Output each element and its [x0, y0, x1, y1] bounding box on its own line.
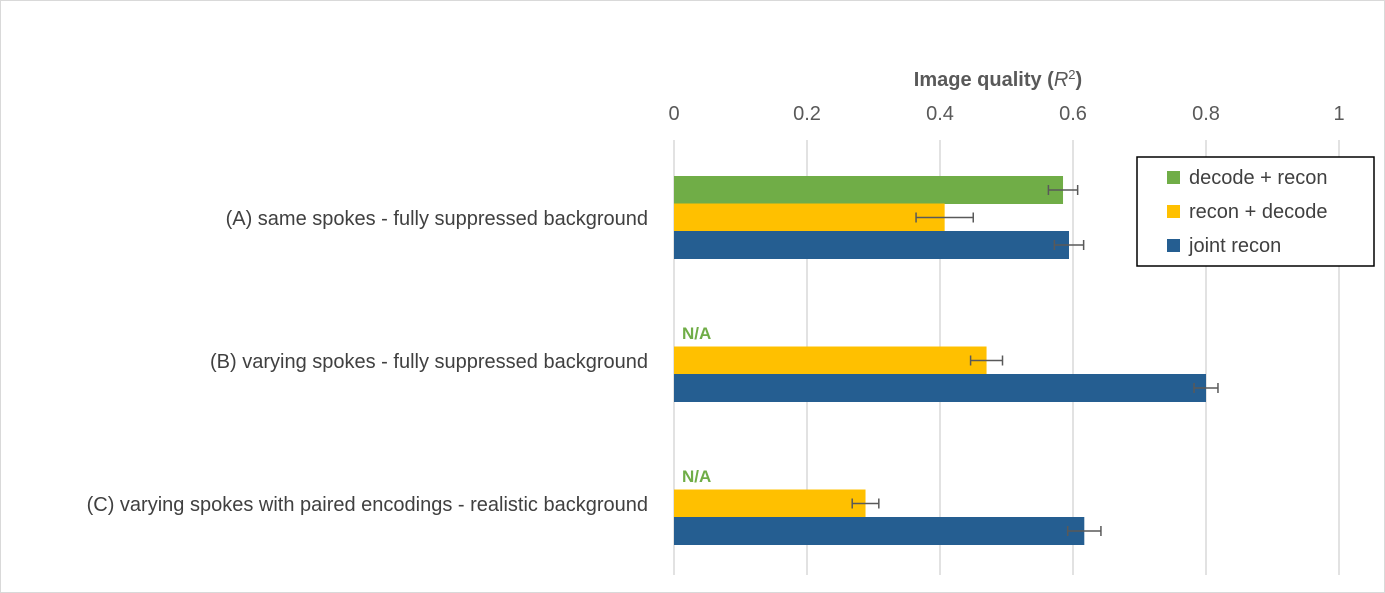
x-tick-label: 0.8: [1192, 103, 1220, 125]
bar: [674, 231, 1070, 259]
bar: [674, 176, 1064, 204]
legend-label: decode + recon: [1189, 167, 1327, 189]
category-label: (A) same spokes - fully suppressed backg…: [226, 208, 648, 230]
bar: [674, 489, 866, 518]
x-tick-label: 0.6: [1059, 103, 1087, 125]
bar: [674, 517, 1085, 545]
legend-label: recon + decode: [1189, 201, 1327, 223]
x-tick-label: 1: [1333, 103, 1344, 125]
bar: [674, 346, 987, 375]
bar: [674, 374, 1206, 402]
legend-swatch: [1167, 205, 1180, 218]
missing-labels: N/A N/A: [682, 324, 711, 486]
missing-label: N/A: [682, 324, 711, 343]
error-bars: [851, 185, 1219, 536]
x-tick-labels: 0 0.2 0.4 0.6 0.8 1: [668, 103, 1344, 125]
category-label: (B) varying spokes - fully suppressed ba…: [210, 351, 648, 373]
x-tick-label: 0.4: [926, 103, 954, 125]
legend-swatch: [1167, 239, 1180, 252]
bars: [674, 176, 1206, 545]
category-labels: (A) same spokes - fully suppressed backg…: [87, 208, 648, 516]
x-tick-label: 0: [668, 103, 679, 125]
category-label: (C) varying spokes with paired encodings…: [87, 494, 648, 516]
missing-label: N/A: [682, 467, 711, 486]
legend-swatch: [1167, 171, 1180, 184]
legend-label: joint recon: [1188, 235, 1281, 257]
bar: [674, 203, 945, 232]
x-tick-label: 0.2: [793, 103, 821, 125]
axis-title: Image quality (R2): [914, 67, 1082, 92]
legend: decode + recon recon + decode joint recon: [1136, 156, 1375, 267]
